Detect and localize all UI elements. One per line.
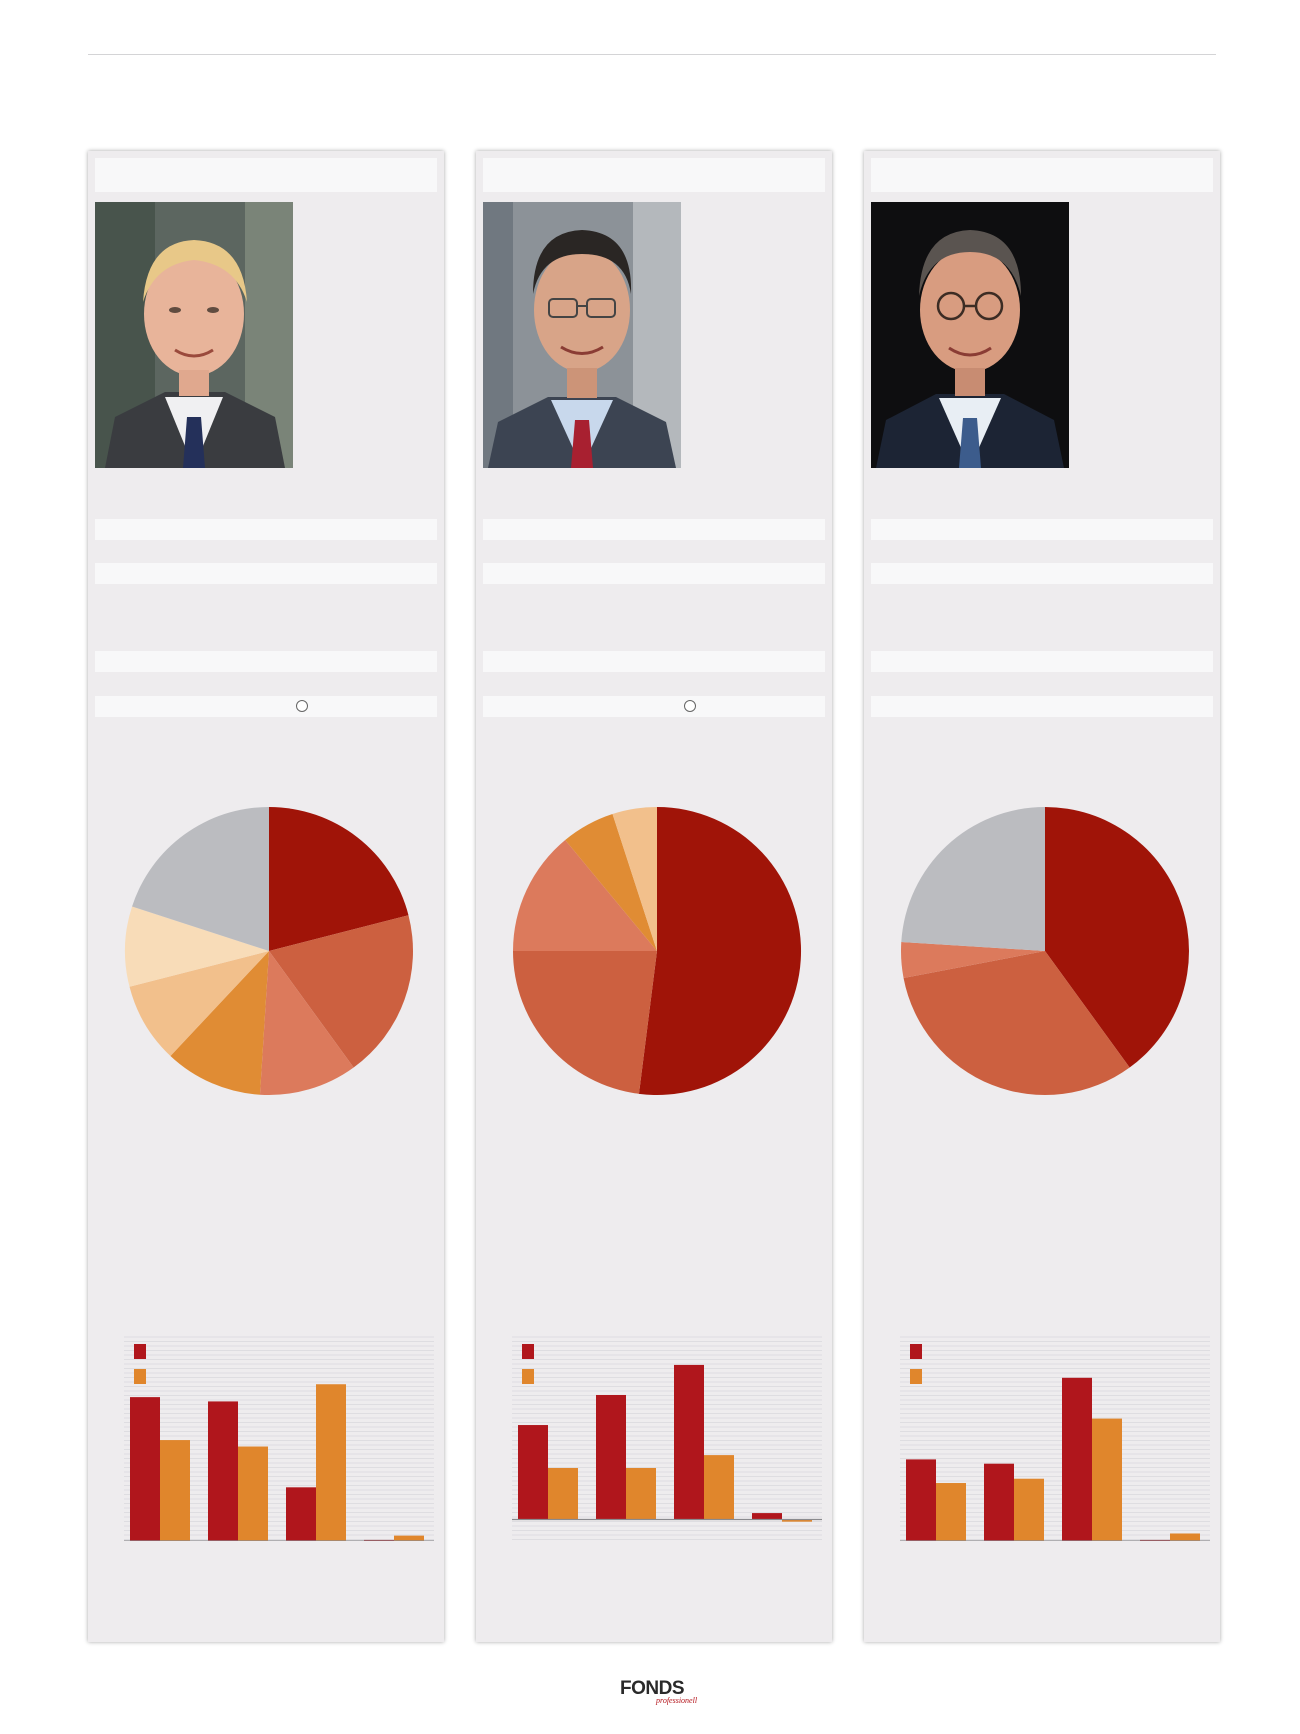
allocation-pie-chart	[900, 807, 1190, 1096]
name-header-bar	[871, 158, 1213, 192]
bar	[518, 1425, 548, 1520]
pie-slice	[269, 915, 414, 1068]
logo-text: FONDS	[620, 1678, 685, 1699]
pie-slice	[259, 951, 354, 1096]
performance-bar-chart	[512, 1336, 822, 1540]
performance-bar-chart	[900, 1336, 1210, 1541]
bar	[160, 1440, 190, 1541]
info-bar	[871, 696, 1213, 717]
bar	[596, 1394, 626, 1520]
bar	[238, 1446, 268, 1541]
manager-column-1	[88, 151, 444, 1642]
bar	[316, 1384, 346, 1541]
legend-swatch	[522, 1369, 534, 1384]
pie-slice	[612, 807, 657, 951]
bar	[782, 1519, 812, 1522]
bar	[130, 1397, 160, 1541]
manager-column-3	[864, 151, 1220, 1642]
info-bar	[483, 651, 825, 672]
legend-swatch	[134, 1344, 146, 1359]
info-bar	[95, 519, 437, 540]
pie-slice	[1045, 807, 1190, 1068]
bar	[626, 1467, 656, 1520]
pie-slice	[900, 941, 1045, 978]
info-bar	[871, 651, 1213, 672]
bar	[1092, 1418, 1122, 1541]
manager-portrait	[871, 202, 1069, 468]
top-divider	[88, 54, 1216, 55]
bar	[906, 1459, 936, 1541]
publisher-logo: FONDS professionell	[620, 1678, 700, 1708]
info-bar	[95, 651, 437, 672]
logo-subtext: professionell	[656, 1696, 698, 1705]
pie-slice	[513, 840, 657, 951]
name-header-bar	[483, 158, 825, 192]
manager-portrait	[483, 202, 681, 468]
bar	[704, 1455, 734, 1520]
bar	[208, 1401, 238, 1541]
bar	[1170, 1533, 1200, 1541]
pie-slice	[565, 814, 657, 951]
bar	[1014, 1478, 1044, 1541]
legend-swatch	[134, 1369, 146, 1384]
pie-slice	[901, 807, 1045, 951]
bar	[752, 1513, 782, 1520]
manager-portrait	[95, 202, 293, 468]
pie-slice	[124, 906, 269, 987]
legend-swatch	[910, 1344, 922, 1359]
info-bar	[483, 563, 825, 584]
bar	[984, 1463, 1014, 1541]
pie-slice	[170, 951, 269, 1095]
info-bar	[483, 519, 825, 540]
info-bar	[871, 519, 1213, 540]
info-bar	[95, 696, 437, 717]
bar	[674, 1364, 704, 1520]
bar	[286, 1487, 316, 1541]
circle-marker	[296, 700, 308, 712]
pie-slice	[269, 807, 409, 951]
pie-slice	[132, 807, 269, 951]
bar	[548, 1467, 578, 1520]
legend-swatch	[522, 1344, 534, 1359]
legend-swatch	[910, 1369, 922, 1384]
pie-slice	[129, 951, 269, 1056]
bar	[394, 1535, 424, 1541]
pie-slice	[638, 807, 802, 1095]
bar	[936, 1483, 966, 1541]
info-bar	[483, 696, 825, 717]
manager-column-2	[476, 151, 832, 1642]
pie-slice	[513, 951, 657, 1094]
info-bar	[871, 563, 1213, 584]
bar	[1062, 1377, 1092, 1541]
pie-slice	[903, 951, 1130, 1096]
name-header-bar	[95, 158, 437, 192]
allocation-pie-chart	[124, 807, 414, 1096]
info-bar	[95, 563, 437, 584]
allocation-pie-chart	[513, 807, 802, 1095]
circle-marker	[684, 700, 696, 712]
performance-bar-chart	[124, 1336, 434, 1541]
